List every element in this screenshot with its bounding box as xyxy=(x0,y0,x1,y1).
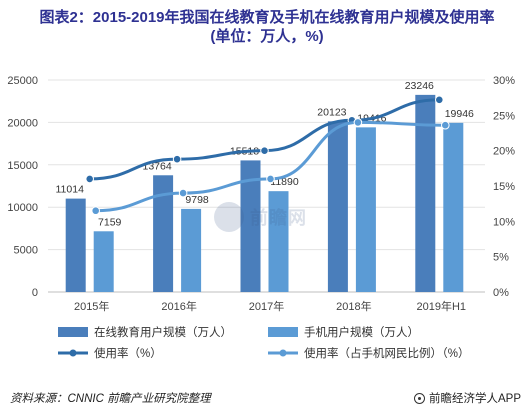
bar-mobile-users xyxy=(181,208,202,292)
y-right-tick-label: 25% xyxy=(493,110,515,122)
y-left-tick-label: 5000 xyxy=(14,245,38,257)
watermark-text: 前瞻网 xyxy=(250,208,307,228)
bar-data-label: 9798 xyxy=(185,194,209,206)
bar-online-edu-users xyxy=(65,198,86,292)
line-point xyxy=(260,146,269,155)
legend-swatch xyxy=(58,327,88,337)
y-left-tick-label: 25000 xyxy=(7,75,38,87)
bar-mobile-users xyxy=(355,127,376,292)
line-point xyxy=(435,95,444,105)
legend-swatch-marker xyxy=(279,349,287,357)
bar-online-edu-users xyxy=(415,94,436,292)
bar-data-label: 23246 xyxy=(405,80,434,92)
y-right-tick-label: 0% xyxy=(493,287,509,299)
legend-swatch xyxy=(268,327,298,337)
brand-logo-icon xyxy=(413,392,425,404)
y-right-tick-label: 20% xyxy=(493,146,515,158)
brand-label: 前瞻经济学人APP xyxy=(413,390,521,406)
y-left-tick-label: 15000 xyxy=(7,160,38,172)
y-left-tick-label: 20000 xyxy=(7,117,38,129)
line-point xyxy=(172,154,182,164)
bar-data-label: 11014 xyxy=(55,184,84,196)
brand-text: 前瞻经济学人APP xyxy=(428,393,521,405)
watermark: 前瞻网 xyxy=(214,200,324,234)
bar-data-label: 20123 xyxy=(317,106,346,118)
line-point xyxy=(266,174,275,184)
chart-title-line2: (单位：万人，%) xyxy=(210,28,324,45)
line-point xyxy=(85,174,94,184)
bar-online-edu-users xyxy=(240,160,261,292)
line-point xyxy=(178,188,188,198)
bar-online-edu-users xyxy=(153,175,174,292)
line-point xyxy=(353,118,363,127)
legend-label: 使用率（占手机网民比例）（%） xyxy=(304,346,469,360)
y-right-tick-label: 30% xyxy=(493,75,515,87)
y-left-tick-label: 0 xyxy=(32,287,38,299)
source-note: 资料来源：CNNIC 前瞻产业研究院整理 xyxy=(10,393,211,405)
chart-title: 图表2：2015-2019年我国在线教育及手机在线教育用户规模及使用率 (单位：… xyxy=(12,8,522,46)
y-left-tick-label: 10000 xyxy=(7,202,38,214)
bar-mobile-users xyxy=(443,122,464,293)
line-point xyxy=(91,206,100,216)
bar-mobile-users xyxy=(93,231,114,292)
x-tick-label: 2018年 xyxy=(336,299,371,313)
bar-data-label: 7159 xyxy=(98,216,122,228)
bar-data-label: 19946 xyxy=(445,108,474,120)
bar-mobile-users xyxy=(268,191,289,292)
bar-online-edu-users xyxy=(327,121,348,292)
watermark-logo-icon xyxy=(214,202,244,232)
legend-label: 使用率（%） xyxy=(94,346,162,360)
chart-title-line1: 图表2：2015-2019年我国在线教育及手机在线教育用户规模及使用率 xyxy=(39,9,495,26)
x-tick-label: 2017年 xyxy=(249,299,284,313)
y-right-tick-label: 15% xyxy=(493,181,515,193)
legend-label: 手机用户规模（万人） xyxy=(304,325,419,339)
x-tick-label: 2015年 xyxy=(74,299,109,313)
line-point xyxy=(441,120,450,130)
y-right-tick-label: 5% xyxy=(493,252,509,264)
legend-label: 在线教育用户规模（万人） xyxy=(94,325,232,339)
y-right-tick-label: 10% xyxy=(493,216,515,228)
legend-swatch-marker xyxy=(69,349,77,357)
x-tick-label: 2019年H1 xyxy=(417,299,467,313)
x-tick-label: 2016年 xyxy=(161,299,196,313)
